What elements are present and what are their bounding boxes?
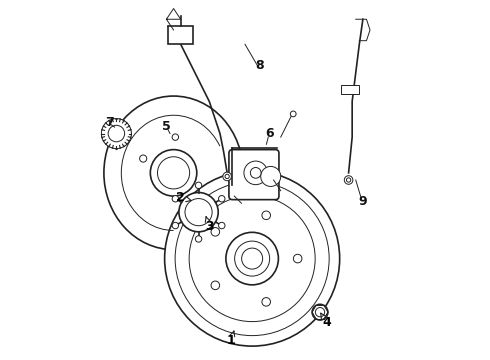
- Text: 8: 8: [255, 59, 264, 72]
- Circle shape: [165, 171, 340, 346]
- Text: 1: 1: [226, 331, 235, 347]
- Circle shape: [196, 236, 202, 242]
- Circle shape: [226, 232, 278, 285]
- Circle shape: [235, 241, 270, 276]
- Circle shape: [346, 178, 351, 182]
- Text: 2: 2: [176, 192, 191, 204]
- Circle shape: [175, 181, 329, 336]
- Ellipse shape: [104, 96, 243, 249]
- Text: 4: 4: [320, 313, 332, 329]
- Circle shape: [291, 111, 296, 117]
- Text: 6: 6: [266, 127, 274, 140]
- Bar: [168, 26, 193, 44]
- Circle shape: [219, 195, 225, 202]
- Circle shape: [157, 157, 190, 189]
- Circle shape: [140, 155, 147, 162]
- Circle shape: [211, 228, 220, 236]
- Circle shape: [172, 134, 178, 140]
- Circle shape: [223, 172, 231, 181]
- Circle shape: [219, 222, 225, 229]
- Circle shape: [225, 174, 229, 179]
- Text: 9: 9: [359, 195, 367, 208]
- Circle shape: [211, 281, 220, 290]
- Bar: [342, 85, 359, 94]
- Circle shape: [250, 167, 261, 178]
- Circle shape: [262, 298, 270, 306]
- Circle shape: [262, 211, 270, 220]
- Circle shape: [242, 248, 263, 269]
- Circle shape: [312, 304, 328, 320]
- Circle shape: [244, 161, 268, 185]
- Circle shape: [101, 118, 131, 149]
- Circle shape: [150, 150, 197, 196]
- Circle shape: [316, 307, 325, 317]
- Text: 3: 3: [205, 217, 214, 233]
- Circle shape: [261, 166, 281, 186]
- Circle shape: [172, 222, 178, 229]
- Text: 5: 5: [162, 120, 171, 133]
- Circle shape: [344, 176, 353, 184]
- Circle shape: [108, 125, 124, 142]
- Circle shape: [179, 193, 218, 232]
- Circle shape: [189, 195, 315, 321]
- Circle shape: [172, 195, 178, 202]
- Circle shape: [185, 199, 212, 226]
- FancyBboxPatch shape: [229, 150, 279, 200]
- Circle shape: [294, 254, 302, 263]
- Text: 7: 7: [105, 116, 114, 129]
- Circle shape: [196, 182, 202, 189]
